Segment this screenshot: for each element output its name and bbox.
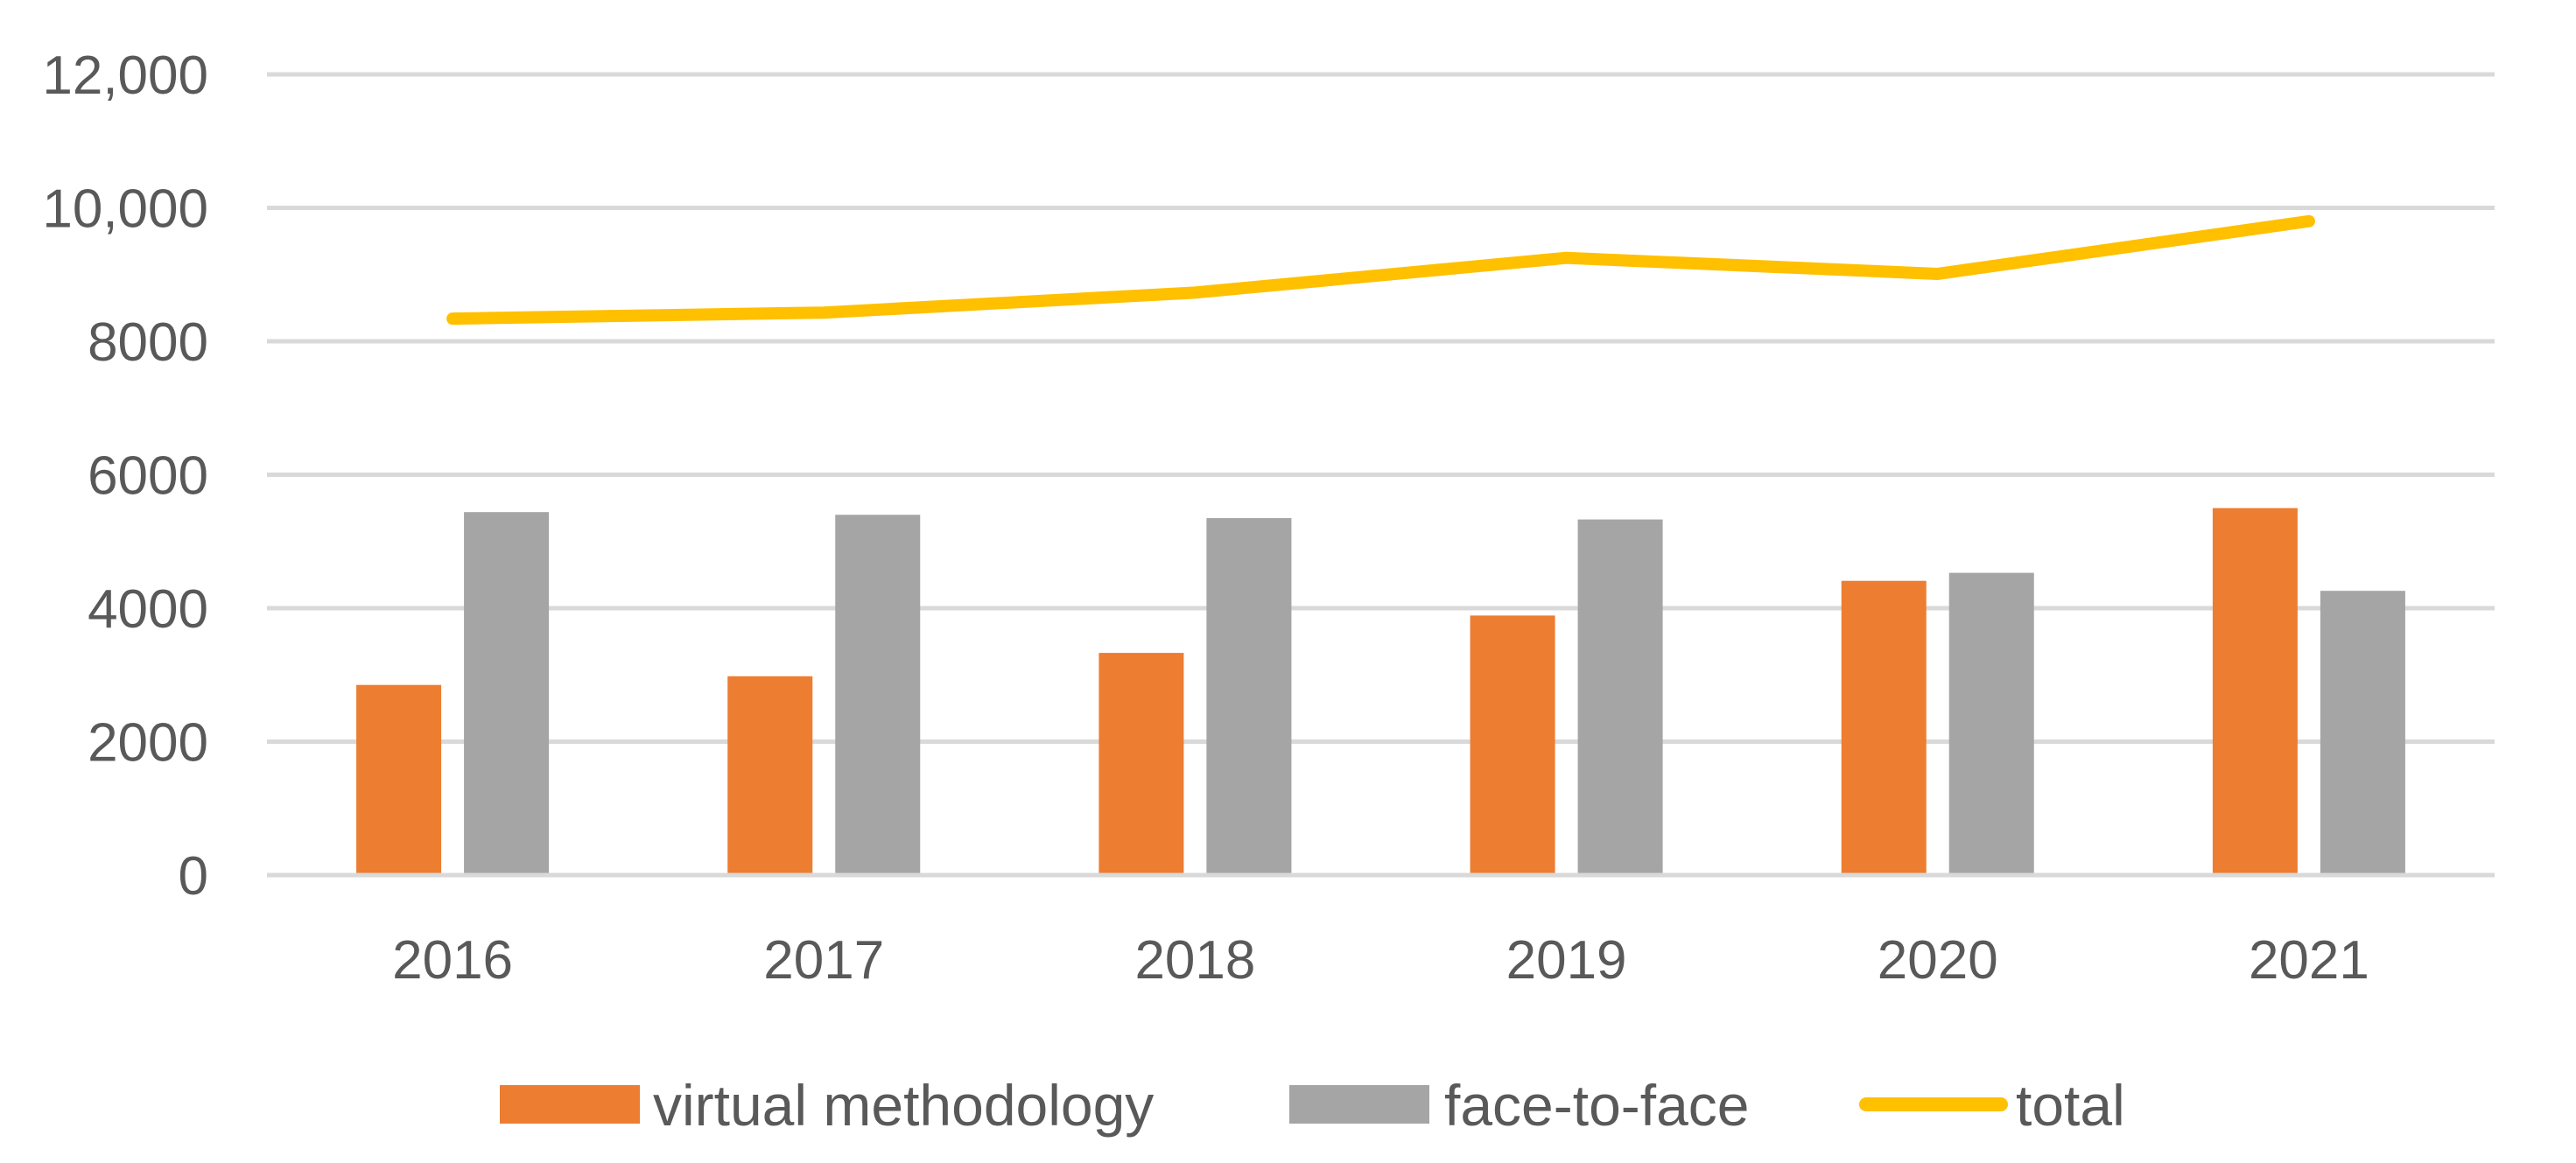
bar-virtual-methodology-2018 — [1098, 653, 1184, 875]
x-tick-label: 2017 — [763, 930, 884, 991]
y-axis-tick-labels: 0 2000 4000 6000 8000 10,000 12,000 — [42, 46, 208, 907]
x-tick-label: 2016 — [392, 930, 513, 991]
y-tick-label: 8000 — [88, 312, 208, 373]
y-tick-label: 10,000 — [42, 179, 208, 240]
bar-virtual-methodology-2019 — [1470, 615, 1555, 875]
bar-face-to-face-2021 — [2320, 591, 2405, 875]
bar-virtual-methodology-2016 — [356, 684, 442, 875]
gridlines — [267, 72, 2495, 878]
x-tick-label: 2019 — [1506, 930, 1627, 991]
legend-swatch-face-to-face — [1289, 1085, 1429, 1124]
line-total — [446, 214, 2315, 326]
y-tick-label: 2000 — [88, 713, 208, 774]
y-tick-label: 12,000 — [42, 46, 208, 106]
bars — [267, 508, 2495, 878]
bar-face-to-face-2016 — [464, 512, 550, 875]
bar-virtual-methodology-2020 — [1841, 580, 1927, 875]
bar-virtual-methodology-2021 — [2212, 508, 2298, 875]
legend-label: virtual methodology — [653, 1073, 1154, 1138]
x-tick-label: 2021 — [2249, 930, 2369, 991]
x-axis-tick-labels: 2016 2017 2018 2019 2020 2021 — [392, 930, 2369, 991]
y-tick-label: 6000 — [88, 446, 208, 507]
x-tick-label: 2020 — [1878, 930, 1998, 991]
legend-label: face-to-face — [1444, 1073, 1750, 1138]
bar-face-to-face-2018 — [1206, 518, 1292, 875]
legend: virtual methodology face-to-face total — [500, 1073, 2125, 1138]
bar-face-to-face-2017 — [835, 515, 921, 875]
y-tick-label: 0 — [179, 846, 208, 907]
total-line — [446, 214, 2315, 326]
legend-label: total — [2016, 1073, 2125, 1138]
bar-virtual-methodology-2017 — [727, 676, 813, 875]
legend-swatch-virtual-methodology — [500, 1085, 640, 1124]
y-tick-label: 4000 — [88, 579, 208, 640]
bar-face-to-face-2019 — [1577, 519, 1663, 875]
x-tick-label: 2018 — [1134, 930, 1255, 991]
bar-face-to-face-2020 — [1948, 572, 2034, 875]
